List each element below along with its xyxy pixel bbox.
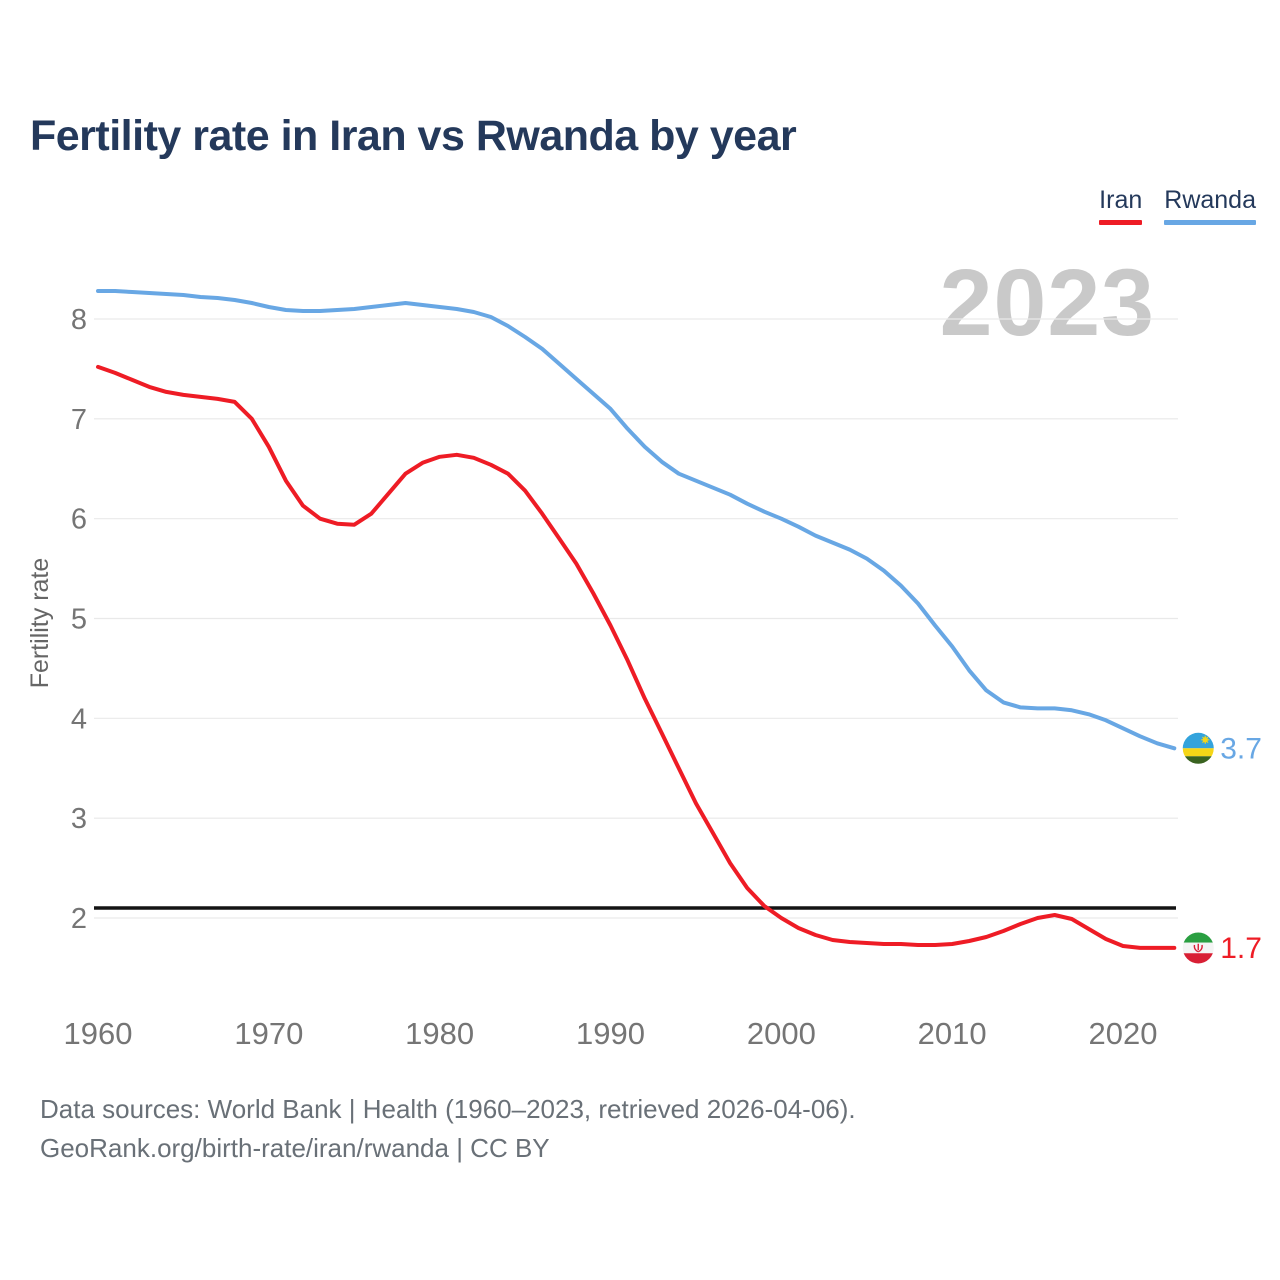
y-tick-label: 5 <box>71 604 87 636</box>
y-tick-label: 8 <box>71 304 87 336</box>
iran-flag-icon <box>1182 932 1214 964</box>
legend-label-rwanda: Rwanda <box>1164 186 1256 214</box>
legend-underline-rwanda <box>1164 219 1256 225</box>
iran-end-value: 1.7 <box>1220 932 1262 965</box>
x-tick-label: 1980 <box>405 1016 474 1051</box>
rwanda-series-line <box>96 289 1177 751</box>
footer-attribution: GeoRank.org/birth-rate/iran/rwanda | CC … <box>40 1133 550 1163</box>
iran-series-line <box>96 364 1177 950</box>
legend-item-iran[interactable]: Iran <box>1099 186 1143 225</box>
legend-item-rwanda[interactable]: Rwanda <box>1164 186 1256 225</box>
y-axis-title: Fertility rate <box>26 558 54 689</box>
x-tick-label: 1990 <box>576 1016 645 1051</box>
y-tick-label: 6 <box>71 504 87 536</box>
footer: Data sources: World Bank | Health (1960–… <box>40 1090 856 1168</box>
legend-label-iran: Iran <box>1099 186 1143 214</box>
x-tick-label: 2000 <box>747 1016 816 1051</box>
chart-legend: Iran Rwanda <box>1099 186 1256 225</box>
y-tick-label: 4 <box>71 703 87 735</box>
x-tick-label: 1970 <box>234 1016 303 1051</box>
gridlines <box>94 318 1178 919</box>
x-axis-ticks: 1960 1970 1980 1990 2000 2010 2020 <box>64 1016 1158 1051</box>
y-axis-ticks: 2 3 4 5 6 7 8 <box>71 304 87 935</box>
x-tick-label: 2020 <box>1089 1016 1158 1051</box>
x-tick-label: 2010 <box>918 1016 987 1051</box>
year-watermark: 2023 <box>939 250 1155 356</box>
y-tick-label: 2 <box>71 903 87 935</box>
page-title: Fertility rate in Iran vs Rwanda by year <box>30 112 797 160</box>
y-tick-label: 7 <box>71 404 87 436</box>
footer-sources: Data sources: World Bank | Health (1960–… <box>40 1094 856 1124</box>
x-tick-label: 1960 <box>64 1016 133 1051</box>
rwanda-flag-icon <box>1182 732 1214 764</box>
legend-underline-iran <box>1099 219 1143 225</box>
rwanda-end-value: 3.7 <box>1220 732 1262 765</box>
y-tick-label: 3 <box>71 803 87 835</box>
